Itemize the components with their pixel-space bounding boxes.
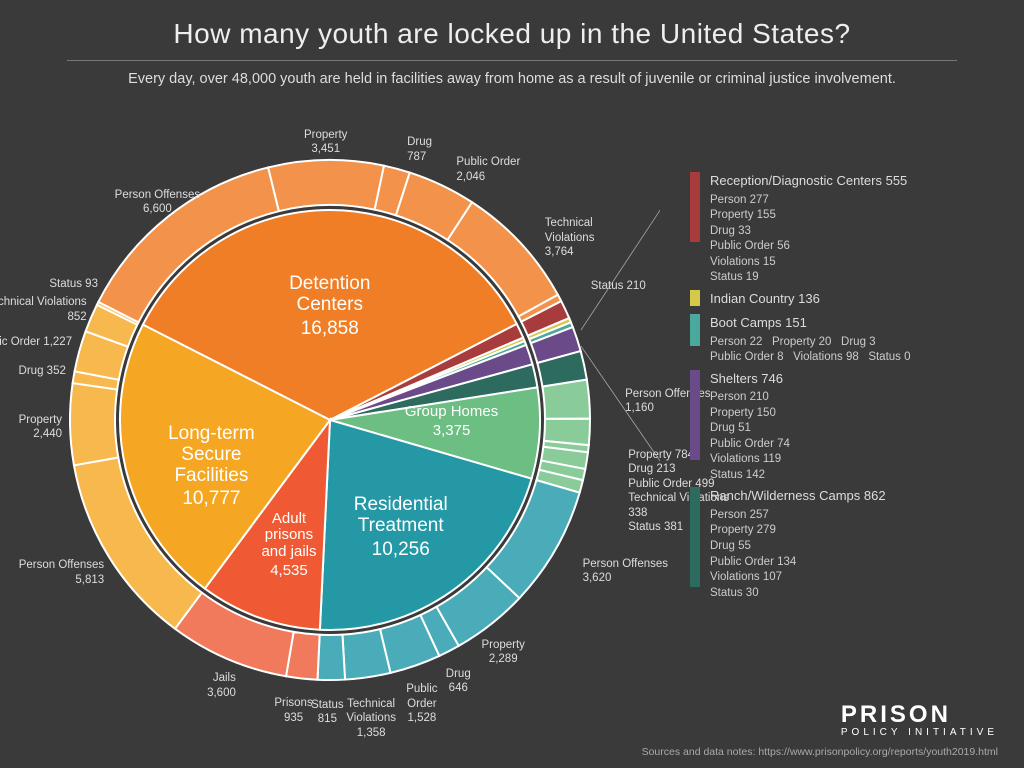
inner-label: Long-termSecureFacilities10,777 xyxy=(131,424,291,511)
side-panel-bar xyxy=(690,487,700,587)
outer-label: Person Offenses6,600 xyxy=(107,188,207,217)
pie-slice xyxy=(317,635,345,680)
outer-label: Status 93 xyxy=(0,277,98,291)
side-panel-text: Ranch/Wilderness Camps 862Person 257Prop… xyxy=(710,487,886,601)
side-panel-text: Reception/Diagnostic Centers 555Person 2… xyxy=(710,172,907,286)
side-panel-item: Indian Country 136 xyxy=(690,290,1010,311)
outer-label: Prisons935 xyxy=(244,696,344,725)
outer-label: Jails3,600 xyxy=(116,671,236,700)
side-panel-bar xyxy=(690,314,700,346)
side-panel-item: Reception/Diagnostic Centers 555Person 2… xyxy=(690,172,1010,286)
side-panel-item: Shelters 746Person 210Property 150Drug 5… xyxy=(690,370,1010,484)
side-panel-text: Boot Camps 151Person 22 Property 20 Drug… xyxy=(710,314,911,366)
pie-slice xyxy=(268,160,384,211)
outer-label: Person Offenses3,620 xyxy=(583,557,703,586)
side-panel: Reception/Diagnostic Centers 555Person 2… xyxy=(690,172,1010,605)
inner-label: DetentionCenters16,858 xyxy=(250,274,410,340)
outer-label: Drug 352 xyxy=(0,364,66,378)
outer-label: Property3,451 xyxy=(276,128,376,157)
side-panel-text: Shelters 746Person 210Property 150Drug 5… xyxy=(710,370,790,484)
source-note: Sources and data notes: https://www.pris… xyxy=(642,746,998,758)
title-underline xyxy=(67,60,957,61)
side-panel-item: Ranch/Wilderness Camps 862Person 257Prop… xyxy=(690,487,1010,601)
inner-label: Adultprisonsand jails4,535 xyxy=(209,511,369,580)
logo: PRISON POLICY INITIATIVE xyxy=(841,701,998,738)
inner-label: Group Homes3,375 xyxy=(372,404,532,440)
side-panel-bar xyxy=(690,370,700,460)
pie-slice xyxy=(542,380,590,419)
outer-label: Property2,440 xyxy=(0,413,62,442)
side-panel-text: Indian Country 136 xyxy=(710,290,820,311)
chart-title: How many youth are locked up in the Unit… xyxy=(0,0,1024,50)
outer-label: Public Order2,046 xyxy=(456,155,576,184)
logo-line2: POLICY INITIATIVE xyxy=(841,727,998,738)
side-panel-bar xyxy=(690,290,700,306)
pie-slice xyxy=(70,383,118,465)
outer-label: Public Order 1,227 xyxy=(0,335,72,349)
pie-chart: DetentionCenters16,858Group Homes3,375Re… xyxy=(20,110,660,730)
outer-label: TechnicalViolations3,764 xyxy=(545,216,665,259)
outer-label: Property2,289 xyxy=(453,638,553,667)
side-panel-item: Boot Camps 151Person 22 Property 20 Drug… xyxy=(690,314,1010,366)
side-panel-bar xyxy=(690,172,700,242)
chart-subtitle: Every day, over 48,000 youth are held in… xyxy=(0,71,1024,87)
outer-label: Technical Violations 852 xyxy=(0,295,87,324)
logo-line1: PRISON xyxy=(841,701,998,729)
outer-label: Person Offenses5,813 xyxy=(0,558,104,587)
